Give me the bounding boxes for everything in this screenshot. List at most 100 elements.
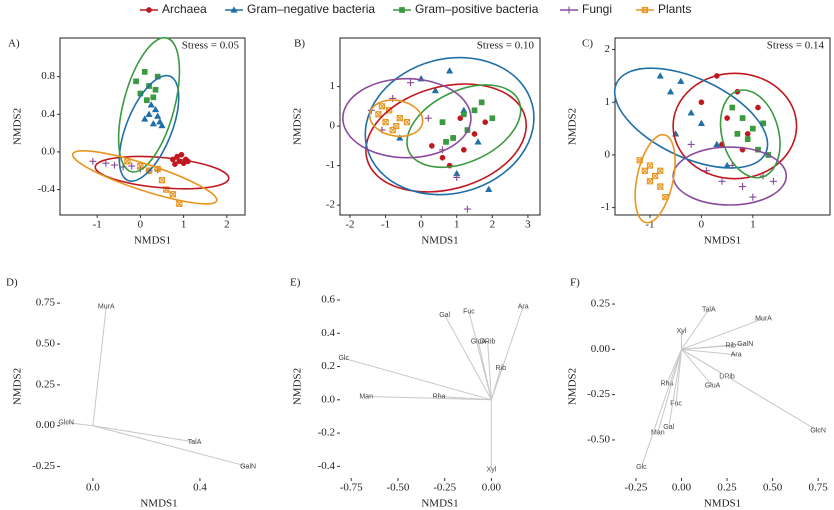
y-tick-label: 0.75 bbox=[36, 297, 56, 309]
confidence-ellipse bbox=[117, 36, 181, 173]
point bbox=[150, 94, 157, 101]
point bbox=[718, 177, 726, 185]
x-tick-label: 0.4 bbox=[193, 482, 207, 494]
stress-annotation: Stress = 0.05 bbox=[182, 40, 240, 52]
plot-frame bbox=[614, 37, 831, 216]
y-tick-label: -1 bbox=[326, 159, 335, 171]
loading-vector bbox=[444, 314, 492, 401]
point bbox=[641, 167, 648, 174]
x-tick-label: 3 bbox=[525, 219, 531, 231]
point bbox=[375, 111, 382, 118]
x-tick-label: 0.00 bbox=[482, 482, 502, 494]
loading-vector bbox=[487, 341, 492, 400]
point bbox=[378, 103, 386, 110]
legend-label: Archaea bbox=[162, 2, 207, 16]
point bbox=[666, 88, 675, 95]
panel: E) NMDS1 NMDS2 -0.75 -0.50 -0.25 0.00 0.6 0.4 0.2… bbox=[290, 277, 529, 510]
vector-label: Man bbox=[651, 430, 665, 437]
panel: D) NMDS1 NMDS2 0.0 0.4 0.75 0.50 0.25 0.00 -0.25 M… bbox=[6, 277, 256, 510]
legend-swatch-marker bbox=[565, 6, 573, 14]
confidence-ellipse bbox=[94, 155, 230, 190]
point bbox=[698, 99, 705, 106]
point bbox=[471, 107, 478, 114]
confidence-ellipse bbox=[118, 74, 180, 182]
y-tick-label: 0.25 bbox=[36, 378, 56, 390]
point bbox=[687, 109, 695, 116]
point bbox=[128, 162, 136, 170]
point bbox=[729, 104, 736, 111]
confidence-ellipse bbox=[342, 77, 472, 159]
loading-vector bbox=[675, 349, 683, 404]
x-axis-title: NMDS1 bbox=[134, 235, 171, 247]
point bbox=[154, 112, 162, 119]
confidence-ellipse bbox=[364, 56, 535, 196]
x-tick-label: 0 bbox=[138, 219, 144, 231]
panel: C) NMDS1 NMDS2 -1 0 1 2 1 0 -1 Stress = 0.14 bbox=[567, 37, 831, 247]
point bbox=[149, 119, 157, 127]
x-tick-label: -0.75 bbox=[340, 482, 363, 494]
point bbox=[460, 111, 467, 118]
point bbox=[151, 105, 160, 113]
loading-vector bbox=[668, 349, 682, 428]
y-tick-label: -0.2 bbox=[318, 427, 335, 439]
loading-vector bbox=[490, 368, 502, 400]
y-tick-label: 0.25 bbox=[591, 298, 611, 310]
loading-vector bbox=[66, 421, 93, 427]
y-tick-label: -0.4 bbox=[318, 460, 336, 472]
legend-swatch-marker bbox=[146, 7, 152, 13]
y-tick-label: -0.4 bbox=[38, 183, 56, 195]
x-tick-label: -0.25 bbox=[624, 482, 647, 494]
point bbox=[141, 115, 149, 122]
y-tick-label: 0.2 bbox=[321, 360, 335, 372]
point bbox=[403, 119, 411, 126]
y-tick-label: 0.4 bbox=[41, 108, 55, 120]
confidence-ellipse bbox=[368, 99, 424, 138]
point bbox=[158, 177, 166, 184]
y-tick-label: -0.50 bbox=[587, 433, 610, 445]
point bbox=[463, 205, 471, 213]
legend: Archaea Gram–negative bacteria Gram–positi… bbox=[140, 2, 691, 16]
x-tick-label: 0.0 bbox=[86, 482, 100, 494]
x-tick-label: 0.75 bbox=[809, 482, 829, 494]
vector-label: GlcN bbox=[810, 428, 826, 435]
x-tick-label: 1 bbox=[750, 219, 756, 231]
loading-vector bbox=[640, 349, 682, 468]
point bbox=[431, 86, 440, 94]
y-tick-label: 0.0 bbox=[41, 145, 55, 157]
y-axis-title: NMDS2 bbox=[12, 368, 24, 405]
y-tick-label: 0.00 bbox=[36, 419, 56, 431]
loading-vector bbox=[366, 395, 492, 401]
x-tick-label: 0 bbox=[418, 219, 424, 231]
vector-label: Ara bbox=[518, 303, 529, 310]
y-axis-title: NMDS2 bbox=[567, 368, 579, 405]
point bbox=[646, 178, 654, 185]
x-tick-label: 0.25 bbox=[717, 482, 737, 494]
vector-label: Xyl bbox=[487, 467, 497, 474]
point bbox=[744, 131, 751, 137]
x-tick-label: 0 bbox=[699, 219, 705, 231]
point bbox=[152, 86, 159, 93]
point bbox=[651, 172, 659, 180]
point bbox=[687, 140, 695, 148]
y-tick-label: 0.00 bbox=[591, 343, 611, 355]
vector-label: Rha bbox=[433, 393, 446, 400]
point bbox=[396, 134, 404, 141]
point bbox=[141, 69, 148, 75]
loading-vector bbox=[681, 348, 819, 432]
confidence-ellipse bbox=[613, 67, 769, 169]
loading-vector bbox=[681, 345, 731, 350]
point bbox=[428, 143, 435, 149]
point bbox=[147, 101, 155, 108]
panel-label: C) bbox=[582, 38, 593, 50]
y-tick-label: -1 bbox=[601, 201, 610, 213]
vector-label: Xyl bbox=[677, 328, 687, 335]
x-axis-title: NMDS1 bbox=[421, 235, 458, 247]
vector-label: Gal bbox=[663, 424, 674, 431]
loading-vector bbox=[681, 309, 710, 350]
x-tick-label: -1 bbox=[93, 219, 102, 231]
x-axis-title: NMDS1 bbox=[704, 498, 741, 510]
y-tick-label: -0.25 bbox=[587, 388, 610, 400]
y-tick-label: 1 bbox=[330, 80, 336, 92]
point bbox=[450, 135, 457, 141]
